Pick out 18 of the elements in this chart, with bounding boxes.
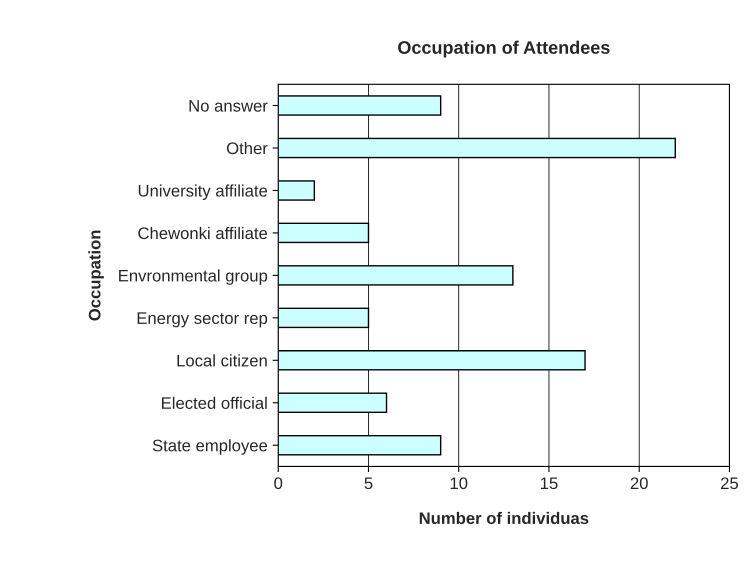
- x-tick-label: 5: [364, 477, 372, 490]
- chart-title: Occupation of Attendees: [398, 40, 610, 58]
- x-tick-label: 25: [721, 477, 738, 490]
- y-tick-label: Other: [226, 142, 268, 154]
- y-tick-label: University affiliate: [138, 184, 268, 200]
- x-tick-label: 20: [630, 477, 648, 490]
- y-tick-label: Chewonki affiliate: [138, 226, 268, 240]
- x-tick-label: 0: [274, 477, 282, 490]
- y-tick-label: State employee: [152, 439, 268, 455]
- y-tick-label: Energy sector rep: [138, 312, 268, 328]
- y-tick-label: Envronmental group: [119, 269, 268, 285]
- y-tick-label: No answer: [190, 100, 268, 112]
- x-tick-label: 15: [540, 477, 558, 490]
- y-axis-title: Occupation: [88, 230, 104, 321]
- y-tick-label: Local citizen: [177, 354, 267, 367]
- y-tick-label: Elected official: [162, 396, 267, 409]
- x-tick-label: 10: [450, 477, 468, 490]
- x-axis-title: Number of individuas: [420, 512, 588, 524]
